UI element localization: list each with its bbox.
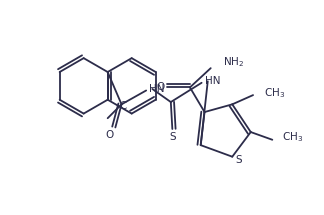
Text: O: O xyxy=(106,130,114,140)
Text: O: O xyxy=(156,82,165,92)
Text: NH$_2$: NH$_2$ xyxy=(223,55,244,69)
Text: HN: HN xyxy=(149,84,165,94)
Text: CH$_3$: CH$_3$ xyxy=(264,86,285,100)
Text: HN: HN xyxy=(205,76,220,86)
Text: S: S xyxy=(169,132,176,142)
Text: C: C xyxy=(119,101,127,111)
Text: S: S xyxy=(235,155,242,165)
Text: CH$_3$: CH$_3$ xyxy=(282,131,303,144)
